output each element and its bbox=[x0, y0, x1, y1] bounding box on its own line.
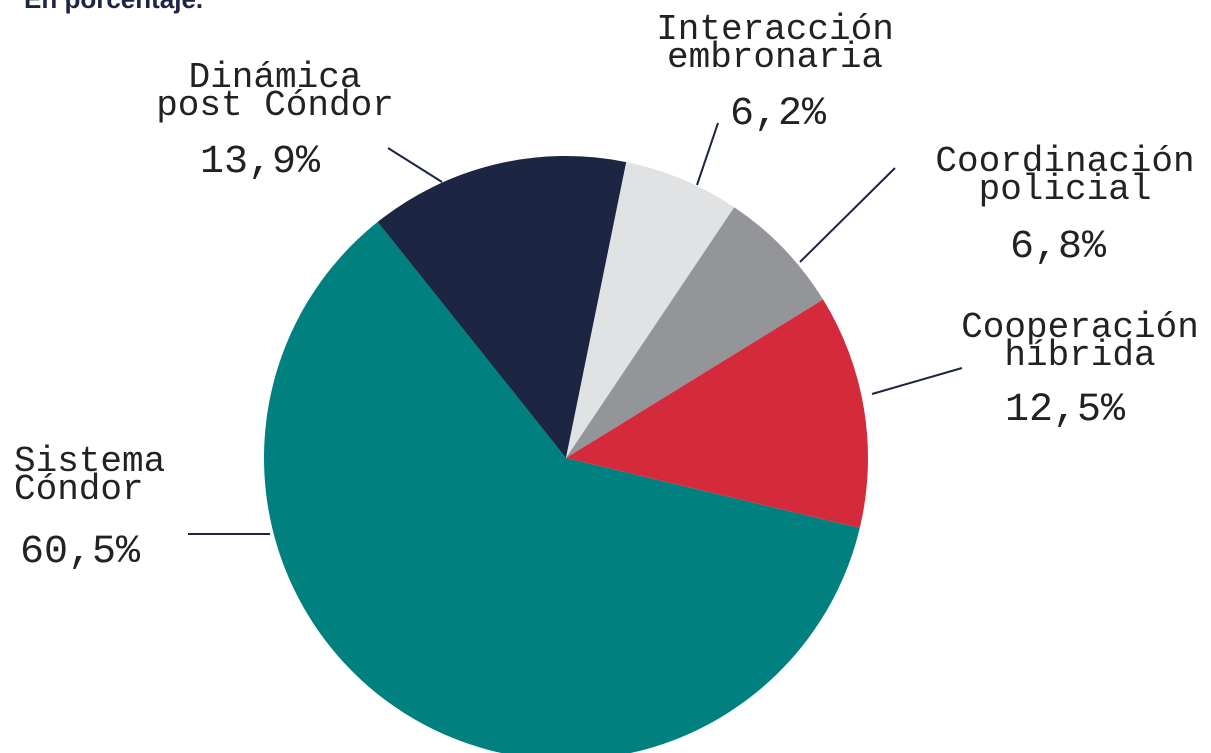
slice-label: Dinámica post Cóndor bbox=[156, 57, 394, 126]
leader-line bbox=[696, 122, 719, 186]
value-label: 60,5% bbox=[20, 530, 141, 575]
value-label: 13,9% bbox=[200, 140, 321, 185]
slice-label: Cooperación híbrida bbox=[961, 307, 1199, 376]
chart-subtitle: En porcentaje. bbox=[24, 0, 203, 15]
pie-slice bbox=[264, 221, 860, 753]
leader-line bbox=[799, 167, 896, 263]
value-label: 12,5% bbox=[1005, 388, 1126, 433]
pie-slice bbox=[566, 162, 735, 458]
leader-line bbox=[387, 147, 443, 183]
leader-line bbox=[871, 367, 963, 395]
slice-label: Sistema Cóndor bbox=[14, 441, 166, 510]
slice-label: Coordinación policial bbox=[935, 141, 1195, 210]
pie-slice bbox=[377, 156, 627, 458]
value-label: 6,2% bbox=[730, 92, 827, 137]
value-label: 6,8% bbox=[1010, 225, 1107, 270]
pie-slice bbox=[566, 299, 868, 528]
pie-slice bbox=[566, 207, 824, 458]
slice-label: Interacción embronaria bbox=[656, 9, 894, 78]
